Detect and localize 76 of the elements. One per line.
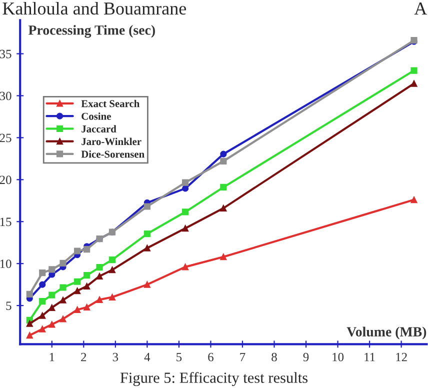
y-tick-label: 35 [0, 50, 12, 58]
point [84, 272, 90, 279]
point [108, 294, 116, 300]
y-tick-label: 5 [6, 302, 12, 310]
point [39, 312, 46, 319]
point [48, 292, 56, 298]
point [108, 266, 116, 274]
point [39, 270, 46, 276]
x-tick-label: 1 [50, 352, 54, 362]
point [84, 282, 90, 290]
x-axis-title: Volume (MB) [346, 326, 426, 340]
point [182, 225, 189, 232]
point [60, 316, 66, 322]
x-tick-label: 9 [303, 352, 309, 362]
point [39, 298, 46, 305]
point [74, 248, 81, 254]
point [48, 321, 56, 328]
point [39, 326, 46, 332]
y-tick-label: 20 [0, 176, 12, 184]
point [182, 208, 189, 216]
point [220, 150, 227, 158]
point [60, 260, 66, 266]
legend-label: Cosine [82, 112, 111, 120]
point [144, 281, 150, 288]
x-tick-label: 10 [332, 352, 344, 362]
point [84, 304, 90, 311]
point [26, 332, 33, 339]
x-tick-label: 6 [208, 352, 214, 362]
y-tick-label: 10 [0, 260, 12, 268]
point [144, 244, 150, 252]
point [74, 306, 81, 314]
point [220, 184, 227, 190]
point [26, 290, 33, 298]
point [96, 272, 103, 280]
x-tick-label: 11 [364, 352, 375, 362]
legend-label: Exact Search [81, 100, 140, 108]
point [74, 278, 81, 285]
point [144, 203, 150, 210]
point [39, 281, 46, 288]
y-axis-title: Processing Time (sec) [28, 25, 155, 38]
point [60, 284, 66, 291]
x-tick-label: 5 [176, 352, 182, 362]
point [60, 296, 66, 304]
x-tick-label: 8 [272, 352, 277, 362]
point [96, 296, 103, 303]
point [182, 179, 189, 186]
text: Kahloula and Bouamrane [2, 2, 186, 15]
point [410, 196, 418, 204]
point [74, 288, 81, 294]
x-tick-label: 4 [144, 352, 150, 362]
point [48, 266, 56, 273]
point [144, 230, 150, 238]
point [84, 246, 90, 253]
text: A [414, 2, 428, 14]
y-tick-label: 30 [0, 92, 12, 100]
point [26, 320, 33, 327]
legend-label: Dice-Sorensen [81, 150, 144, 158]
legend-label: Jaccard [82, 125, 116, 132]
point [410, 80, 418, 87]
point [220, 158, 227, 164]
y-tick-label: 15 [0, 218, 12, 226]
x-tick-label: 2 [81, 352, 86, 362]
y-tick-label: 25 [0, 134, 12, 142]
point [48, 304, 56, 311]
caption: Figure 5: Efficacity test results [120, 372, 308, 386]
point [410, 67, 418, 74]
point [220, 204, 227, 212]
x-tick-label: 12 [396, 352, 407, 362]
point [182, 264, 189, 270]
point [96, 264, 103, 271]
legend-label: Jaro-Winkler [82, 138, 142, 146]
point [220, 254, 227, 260]
x-tick-label: 3 [112, 352, 118, 362]
point [182, 185, 189, 192]
point [108, 256, 116, 264]
x-tick-label: 7 [240, 352, 246, 362]
